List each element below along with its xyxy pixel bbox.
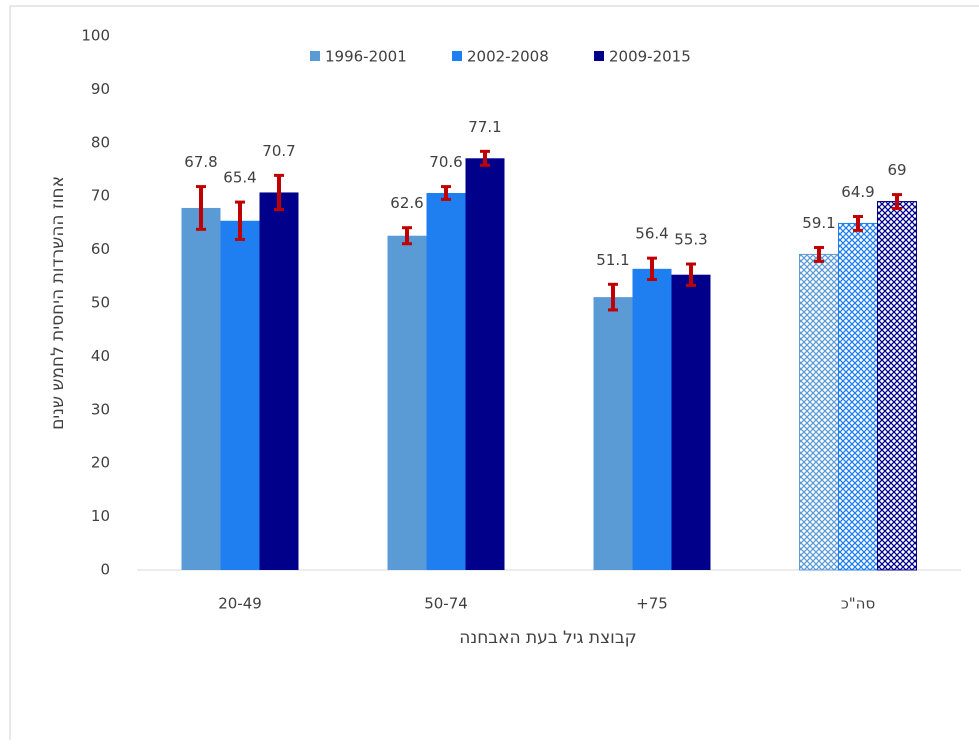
- error-bar: [196, 185, 206, 231]
- y-tick-label: 80: [91, 133, 110, 151]
- data-label: 64.9: [841, 183, 874, 201]
- y-tick-label: 20: [91, 454, 110, 472]
- legend-swatch: [594, 51, 604, 61]
- data-label: 70.6: [429, 153, 462, 171]
- data-label: 77.1: [468, 118, 501, 136]
- error-bar: [441, 185, 451, 201]
- x-tick-label: 20-49: [218, 595, 262, 613]
- data-label: 65.4: [223, 169, 256, 187]
- bar: [387, 235, 427, 570]
- bar: [799, 253, 839, 571]
- y-axis-title: אחוז ההשרדות היחסית לחמש שנים: [48, 176, 68, 430]
- data-label: 51.1: [596, 251, 629, 269]
- y-tick-label: 60: [91, 240, 110, 258]
- bar: [220, 220, 260, 570]
- y-tick-label: 0: [100, 561, 110, 579]
- y-tick-label: 90: [91, 80, 110, 98]
- y-tick-label: 50: [91, 294, 110, 312]
- error-bar: [853, 214, 863, 232]
- x-tick-label: סה"כ: [841, 595, 875, 613]
- data-label: 67.8: [184, 153, 217, 171]
- x-tick-label: +75: [636, 595, 668, 613]
- bar: [465, 158, 505, 570]
- y-tick-label: 70: [91, 187, 110, 205]
- legend-label: 2002-2008: [467, 48, 549, 66]
- chart-frame: [9, 5, 979, 744]
- bar: [181, 207, 221, 570]
- bar: [426, 192, 466, 570]
- y-tick-label: 40: [91, 347, 110, 365]
- error-bar: [402, 226, 412, 246]
- x-axis-title: קבוצת גיל בעת האבחנה: [459, 628, 636, 648]
- y-tick-label: 100: [81, 27, 110, 45]
- legend-swatch: [310, 51, 320, 61]
- y-tick-label: 10: [91, 507, 110, 525]
- error-bar: [480, 149, 490, 167]
- error-bar: [608, 282, 618, 312]
- error-bar: [647, 256, 657, 282]
- bar: [593, 297, 633, 570]
- bar: [632, 268, 672, 570]
- data-label: 56.4: [635, 225, 668, 243]
- y-tick-label: 30: [91, 400, 110, 418]
- bar: [259, 192, 299, 570]
- error-bar: [892, 193, 902, 210]
- bar: [838, 222, 878, 571]
- legend-swatch: [452, 51, 462, 61]
- bar: [671, 274, 711, 570]
- x-tick-label: 50-74: [424, 595, 468, 613]
- error-bar: [274, 173, 284, 212]
- error-bar: [686, 262, 696, 287]
- data-label: 69: [887, 161, 906, 179]
- bar: [877, 201, 917, 571]
- data-label: 55.3: [674, 231, 707, 249]
- data-label: 62.6: [390, 194, 423, 212]
- legend-label: 1996-2001: [325, 48, 407, 66]
- data-label: 59.1: [802, 214, 835, 232]
- error-bar: [814, 245, 824, 263]
- data-label: 70.7: [262, 142, 295, 160]
- error-bar: [235, 200, 245, 241]
- legend-label: 2009-2015: [609, 48, 691, 66]
